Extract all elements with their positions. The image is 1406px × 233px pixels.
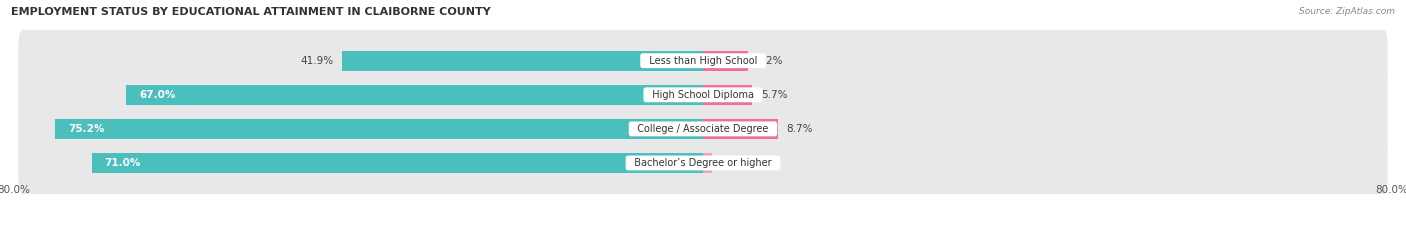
FancyBboxPatch shape [18, 64, 1388, 126]
Bar [703, 51, 748, 71]
Text: 1.1%: 1.1% [721, 158, 748, 168]
Bar [703, 119, 778, 139]
Text: Bachelor’s Degree or higher: Bachelor’s Degree or higher [628, 158, 778, 168]
Text: 5.7%: 5.7% [761, 90, 787, 100]
Text: EMPLOYMENT STATUS BY EDUCATIONAL ATTAINMENT IN CLAIBORNE COUNTY: EMPLOYMENT STATUS BY EDUCATIONAL ATTAINM… [11, 7, 491, 17]
Text: 8.7%: 8.7% [786, 124, 813, 134]
Bar [703, 85, 752, 105]
FancyBboxPatch shape [18, 30, 1388, 92]
Bar [55, 119, 703, 139]
Bar [91, 153, 703, 173]
Text: 71.0%: 71.0% [104, 158, 141, 168]
Text: 41.9%: 41.9% [301, 56, 333, 66]
Text: 5.2%: 5.2% [756, 56, 783, 66]
Bar [127, 85, 703, 105]
Text: High School Diploma: High School Diploma [645, 90, 761, 100]
Text: College / Associate Degree: College / Associate Degree [631, 124, 775, 134]
Text: 75.2%: 75.2% [69, 124, 104, 134]
FancyBboxPatch shape [18, 98, 1388, 160]
Text: Less than High School: Less than High School [643, 56, 763, 66]
Text: 67.0%: 67.0% [139, 90, 176, 100]
Text: Source: ZipAtlas.com: Source: ZipAtlas.com [1299, 7, 1395, 16]
FancyBboxPatch shape [18, 132, 1388, 194]
Bar [703, 153, 713, 173]
Bar [342, 51, 703, 71]
